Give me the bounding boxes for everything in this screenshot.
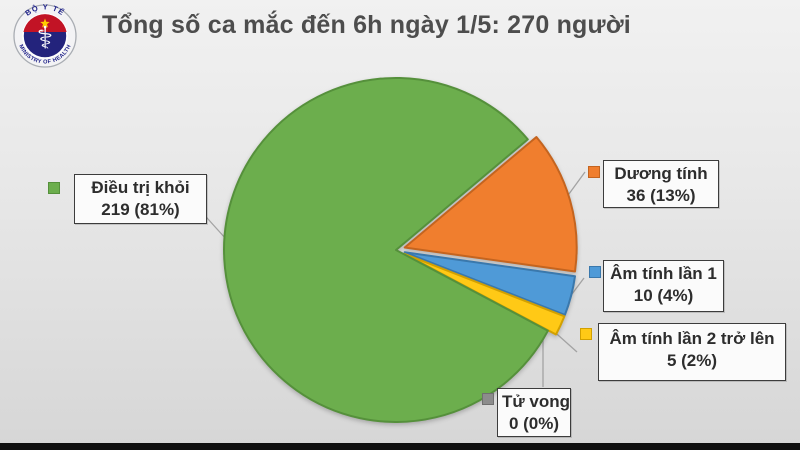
pie-slice-am-tinh-lan-2 bbox=[403, 252, 566, 336]
legend-swatch-positive bbox=[588, 166, 600, 178]
bottom-black-bar bbox=[0, 443, 800, 450]
chart-title: Tổng số ca mắc đến 6h ngày 1/5: 270 ngườ… bbox=[102, 11, 631, 39]
callout-negative2-label: Âm tính lần 2 trở lên bbox=[609, 329, 775, 348]
legend-swatch-negative2 bbox=[580, 328, 592, 340]
legend-swatch-recovered bbox=[48, 182, 60, 194]
callout-deaths-label: Tử vong bbox=[502, 392, 571, 411]
ministry-of-health-logo: BỘ Y TẾ MINISTRY OF HEALTH ⚕ bbox=[13, 2, 77, 68]
logo-star-icon bbox=[40, 18, 50, 28]
callout-recovered-value: 219 (81%) bbox=[101, 200, 180, 219]
pie-slice-dieu-tri-khoi bbox=[223, 76, 549, 423]
callout-negative1-value: 10 (4%) bbox=[633, 286, 694, 305]
legend-swatch-deaths bbox=[482, 393, 494, 405]
pie-slice-am-tinh-lan-1 bbox=[403, 251, 576, 316]
callout-deaths-value: 0 (0%) bbox=[508, 414, 560, 433]
rod-of-asclepius-icon: ⚕ bbox=[37, 21, 54, 56]
callout-positive-label: Dương tính bbox=[614, 164, 708, 183]
callout-recovered-label: Điều trị khỏi bbox=[91, 178, 190, 197]
leader-line-positive bbox=[565, 171, 586, 199]
callout-negative2-value: 5 (2%) bbox=[666, 351, 718, 370]
callout-negative1-label: Âm tính lần 1 bbox=[610, 264, 717, 283]
legend-swatch-negative1 bbox=[589, 266, 601, 278]
pie-slice-duong-tinh bbox=[403, 136, 578, 273]
pie-slices bbox=[223, 76, 578, 423]
callout-positive-value: 36 (13%) bbox=[626, 186, 696, 205]
